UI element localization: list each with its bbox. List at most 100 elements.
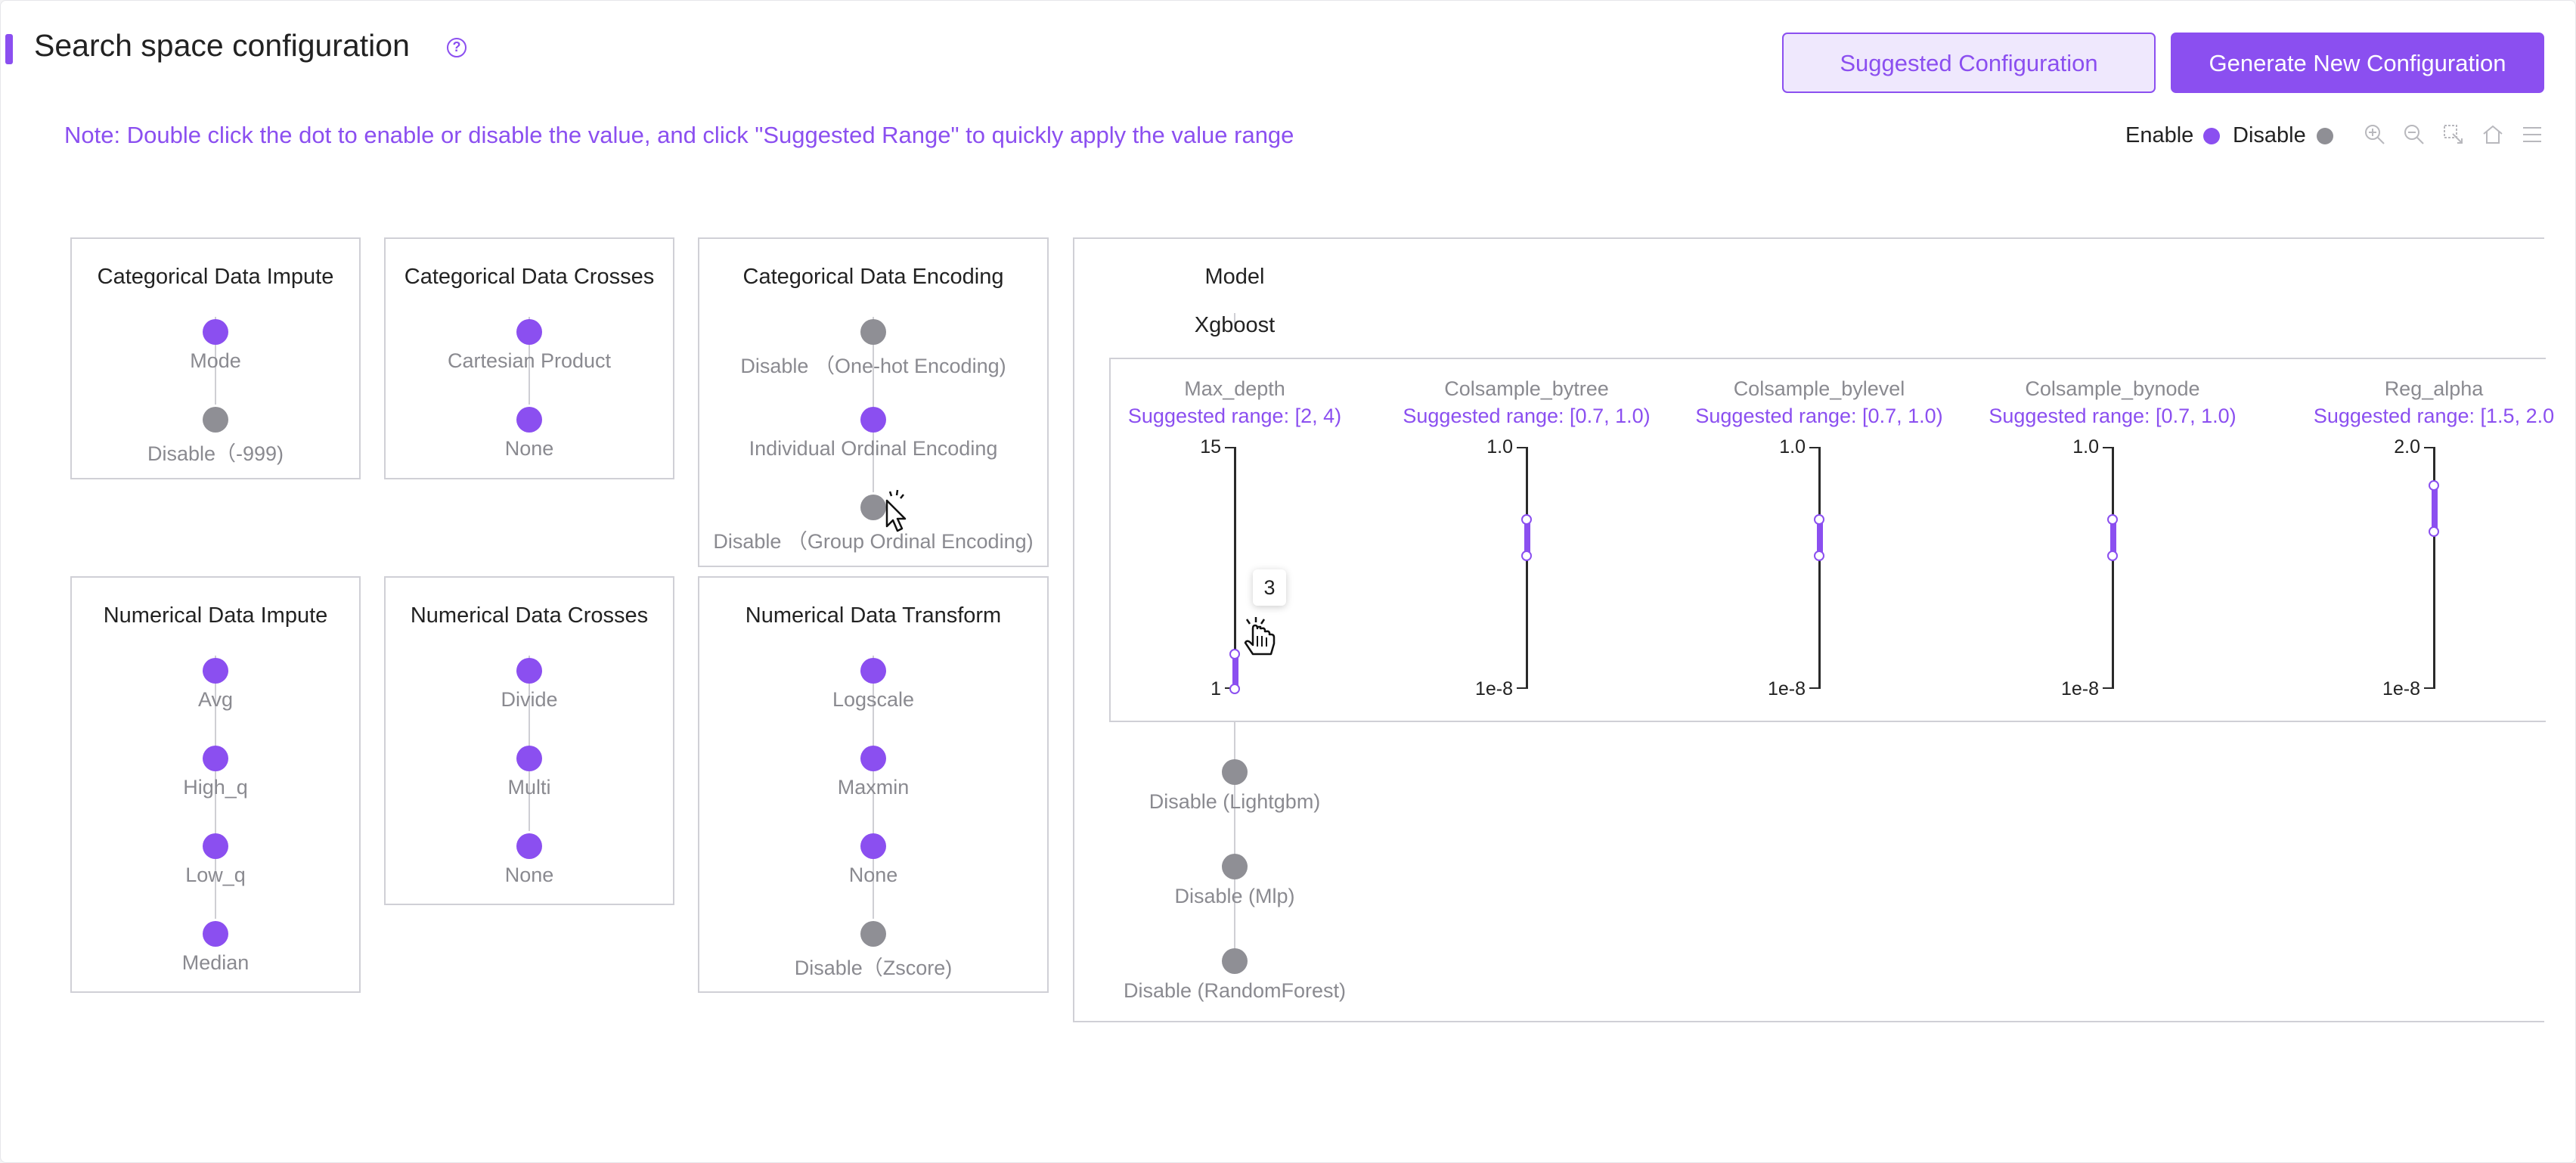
option-dot-individual-ordinal[interactable] — [860, 407, 886, 433]
model-dot-randomforest[interactable] — [1222, 948, 1248, 974]
suggested-range-link[interactable]: Suggested range: [0.7, 1.0) — [1989, 405, 2237, 427]
option-label: Individual Ordinal Encoding — [749, 437, 998, 460]
home-icon[interactable] — [2481, 123, 2504, 146]
option-dot-none[interactable] — [860, 833, 886, 859]
range-handle-min[interactable] — [2429, 526, 2439, 537]
model-option-label: Disable (Mlp) — [1174, 885, 1295, 907]
generate-new-configuration-button[interactable]: Generate New Configuration — [2171, 33, 2544, 93]
axis-tick — [1809, 687, 1818, 689]
card-categorical-data-impute: Categorical Data Impute Mode Disable（-99… — [70, 237, 361, 479]
option-dot-low-q[interactable] — [203, 833, 228, 859]
option-dot-cartesian-product[interactable] — [516, 319, 542, 345]
hand-pointer-icon — [1244, 617, 1276, 656]
selected-range-bar[interactable] — [1817, 519, 1823, 556]
range-handle-min[interactable] — [1229, 684, 1240, 694]
zoom-select-icon[interactable] — [2442, 123, 2465, 146]
suggested-range-link[interactable]: Suggested range: [2, 4) — [1127, 405, 1342, 427]
option-dot-disable-one-hot[interactable] — [860, 319, 886, 345]
zoom-in-icon[interactable] — [2364, 123, 2386, 146]
range-handle-max[interactable] — [1229, 649, 1240, 660]
selected-range-bar[interactable] — [1232, 654, 1238, 689]
model-title: Model — [1204, 265, 1265, 289]
option-dot-high-q[interactable] — [203, 746, 228, 771]
param-axis — [1818, 447, 1821, 689]
legend-disable-label: Disable — [2233, 123, 2306, 147]
option-dot-median[interactable] — [203, 921, 228, 947]
axis-min-label: 1e-8 — [2382, 678, 2420, 699]
option-label: None — [848, 864, 898, 886]
xgboost-params-box: Max_depth Suggested range: [2, 4) 15 1 Colsa… — [1109, 358, 2554, 722]
axis-min-label: 1 — [1211, 678, 1221, 699]
param-name: Colsample_bytree — [1444, 377, 1609, 400]
range-handle-max[interactable] — [1814, 514, 1824, 525]
option-label: High_q — [183, 776, 248, 799]
range-handle-min[interactable] — [2107, 550, 2118, 561]
option-label: Mode — [190, 349, 241, 372]
param-axes: Max_depth Suggested range: [2, 4) 15 1 Colsa… — [1111, 359, 2554, 722]
suggested-range-link[interactable]: Suggested range: [1.5, 2.0 — [2313, 405, 2555, 427]
page-title: Search space configuration — [34, 28, 410, 63]
option-dot-divide[interactable] — [516, 658, 542, 684]
card-categorical-data-encoding: Categorical Data Encoding Disable （One-h… — [698, 237, 1049, 567]
option-dot-avg[interactable] — [203, 658, 228, 684]
selected-range-bar[interactable] — [2432, 485, 2438, 532]
option-label: Disable（Zscore) — [794, 957, 953, 979]
model-dot-mlp[interactable] — [1222, 854, 1248, 879]
option-connector-line — [215, 317, 216, 405]
option-dot-none[interactable] — [516, 407, 542, 433]
menu-icon[interactable] — [2521, 123, 2543, 146]
option-dot-mode[interactable] — [203, 319, 228, 345]
option-dot-disable-group-ordinal[interactable] — [860, 495, 886, 520]
param-axis — [2433, 447, 2435, 689]
selected-range-bar[interactable] — [2110, 519, 2116, 556]
instruction-note: Note: Double click the dot to enable or … — [64, 122, 1294, 148]
option-dot-disable-zscore[interactable] — [860, 921, 886, 947]
model-selected-label[interactable]: Xgboost — [1194, 313, 1276, 337]
card-model: Model Xgboost Max_depth Suggested range: … — [1073, 237, 2554, 1022]
param-axis — [1526, 447, 1528, 689]
title-accent-bar — [5, 34, 13, 64]
option-label: Avg — [197, 688, 234, 711]
range-handle-min[interactable] — [1521, 550, 1532, 561]
option-connector-line — [873, 656, 874, 919]
range-handle-min[interactable] — [1814, 550, 1824, 561]
model-dot-lightgbm[interactable] — [1222, 759, 1248, 785]
range-handle-max[interactable] — [2107, 514, 2118, 525]
param-name: Colsample_bynode — [2025, 377, 2200, 400]
suggested-range-link[interactable]: Suggested range: [0.7, 1.0) — [1695, 405, 1943, 427]
suggested-range-link[interactable]: Suggested range: [0.7, 1.0) — [1403, 405, 1651, 427]
suggested-configuration-button[interactable]: Suggested Configuration — [1782, 33, 2156, 93]
axis-tick — [1517, 687, 1526, 689]
range-handle-max[interactable] — [1521, 514, 1532, 525]
axis-max-label: 1.0 — [1486, 436, 1513, 457]
axis-tick — [2103, 687, 2112, 689]
option-label: Disable （Group Ordinal Encoding) — [713, 530, 1034, 553]
zoom-out-icon[interactable] — [2403, 123, 2426, 146]
card-title: Numerical Data Impute — [103, 603, 328, 628]
question-circle-icon[interactable]: ? — [447, 38, 467, 57]
option-dot-none[interactable] — [516, 833, 542, 859]
axis-max-label: 15 — [1200, 436, 1221, 457]
model-connector-line — [1234, 313, 1235, 328]
mouse-pointer-icon — [885, 489, 907, 532]
legend-enable-label: Enable — [2125, 123, 2194, 147]
card-title: Categorical Data Impute — [97, 265, 334, 289]
option-connector-line — [529, 656, 530, 831]
axis-tick — [2424, 447, 2433, 448]
axis-tick — [2424, 687, 2433, 689]
option-connector-line — [873, 317, 874, 492]
option-dot-disable[interactable] — [203, 407, 228, 433]
model-option-label: Disable (Lightgbm) — [1149, 790, 1321, 813]
axis-min-label: 1e-8 — [2060, 678, 2099, 699]
option-dot-logscale[interactable] — [860, 658, 886, 684]
axis-tick — [1517, 447, 1526, 448]
option-dot-maxmin[interactable] — [860, 746, 886, 771]
range-handle-max[interactable] — [2429, 480, 2439, 492]
option-label: Maxmin — [837, 776, 910, 799]
card-title: Categorical Data Crosses — [404, 265, 655, 289]
option-dot-multi[interactable] — [516, 746, 542, 771]
selected-range-bar[interactable] — [1524, 519, 1530, 556]
axis-tick — [1225, 447, 1234, 448]
param-axis — [2112, 447, 2114, 689]
